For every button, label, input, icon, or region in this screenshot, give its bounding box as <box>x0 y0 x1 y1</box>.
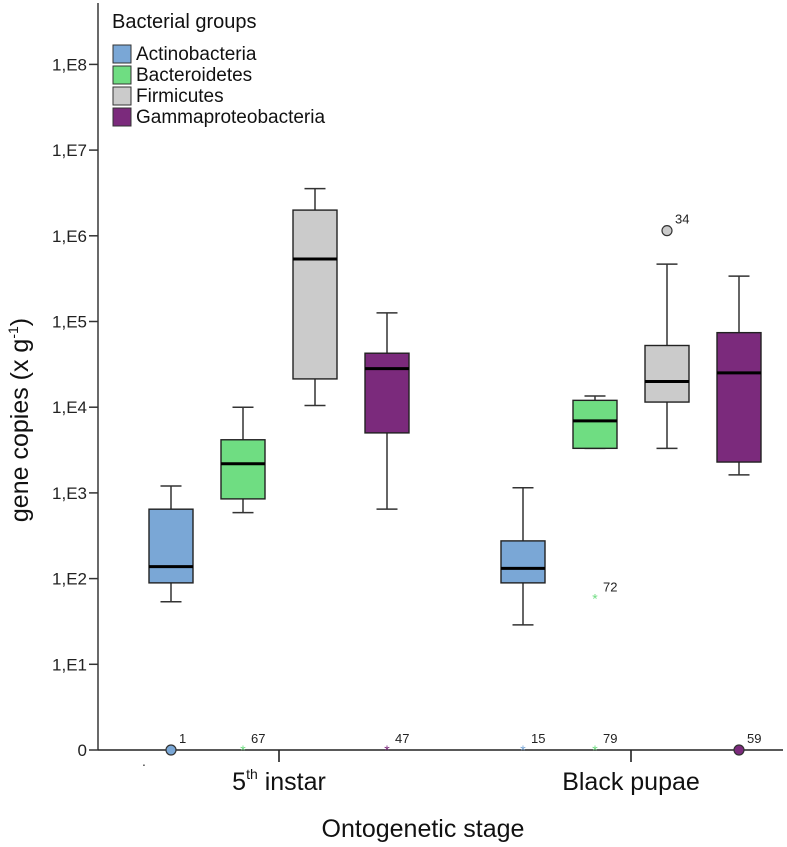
y-tick-label: 1,E3 <box>52 484 87 503</box>
y-tick-label: 1,E6 <box>52 227 87 246</box>
box-bacteroidetes-1 <box>572 395 618 450</box>
legend-swatch <box>112 65 132 85</box>
box-iqr <box>500 540 546 584</box>
box-gammaproteobacteria-1 <box>716 275 762 476</box>
stray-mark: . <box>142 753 146 769</box>
y-tick-label: 1,E2 <box>52 570 87 589</box>
box-firmicutes-0 <box>292 187 338 407</box>
outlier-label: 15 <box>531 731 545 746</box>
outlier-star: * <box>520 742 526 758</box>
box-gammaproteobacteria-0 <box>364 312 410 510</box>
box-bacteroidetes-0 <box>220 406 266 514</box>
box-iqr <box>364 352 410 434</box>
box-iqr <box>148 508 194 584</box>
outlier-star: * <box>240 742 246 758</box>
legend-label: Bacteroidetes <box>136 65 252 86</box>
y-tick-label: 1,E8 <box>52 55 87 74</box>
box-firmicutes-1 <box>644 263 690 450</box>
outlier-label: 1 <box>179 731 186 746</box>
outliers: 1 * 67 * 47 * 15 * 79 59 * 72 34 <box>165 212 761 758</box>
legend-label: Firmicutes <box>136 86 224 107</box>
outlier-circle <box>165 744 177 756</box>
legend: Bacterial groups ActinobacteriaBacteroide… <box>112 11 325 128</box>
box-iqr <box>716 331 762 463</box>
y-tick-label: 1,E7 <box>52 141 87 160</box>
legend-label: Actinobacteria <box>136 44 257 65</box>
axes: 0 1,E1 1,E2 1,E3 1,E4 1,E5 1,E6 1,E7 1,E8 <box>52 3 783 762</box>
legend-title: Bacterial groups <box>112 11 257 33</box>
outlier-label: 72 <box>603 579 617 594</box>
box-iqr <box>572 399 618 450</box>
outlier-label: 79 <box>603 731 617 746</box>
outlier-star: * <box>592 590 598 606</box>
category-label-5th-instar: 5th instar <box>232 766 326 796</box>
outlier-circle <box>733 744 745 756</box>
outlier-star: * <box>592 742 598 758</box>
box-iqr <box>292 209 338 380</box>
y-axis-title-superscript: -1 <box>5 326 21 339</box>
legend-swatch <box>112 107 132 127</box>
outlier-circle <box>661 225 673 237</box>
x-axis-title: Ontogenetic stage <box>322 815 525 843</box>
y-axis-title: gene copies (x g-1) <box>5 318 34 522</box>
legend-swatch <box>112 86 132 106</box>
outlier-star: * <box>384 742 390 758</box>
legend-label: Gammaproteobacteria <box>136 107 325 128</box>
box-actinobacteria-1 <box>500 487 546 626</box>
outlier-label: 34 <box>675 212 689 227</box>
y-tick-label: 0 <box>78 741 87 760</box>
box-actinobacteria-0 <box>148 485 194 603</box>
category-label-black-pupae: Black pupae <box>562 768 700 796</box>
y-tick-label: 1,E5 <box>52 313 87 332</box>
y-tick-label: 1,E1 <box>52 655 87 674</box>
box-iqr <box>644 344 690 403</box>
boxes <box>148 187 762 626</box>
legend-swatch <box>112 44 132 64</box>
outlier-label: 47 <box>395 731 409 746</box>
outlier-label: 67 <box>251 731 265 746</box>
outlier-label: 59 <box>747 731 761 746</box>
box-iqr <box>220 439 266 500</box>
y-tick-label: 1,E4 <box>52 398 87 417</box>
